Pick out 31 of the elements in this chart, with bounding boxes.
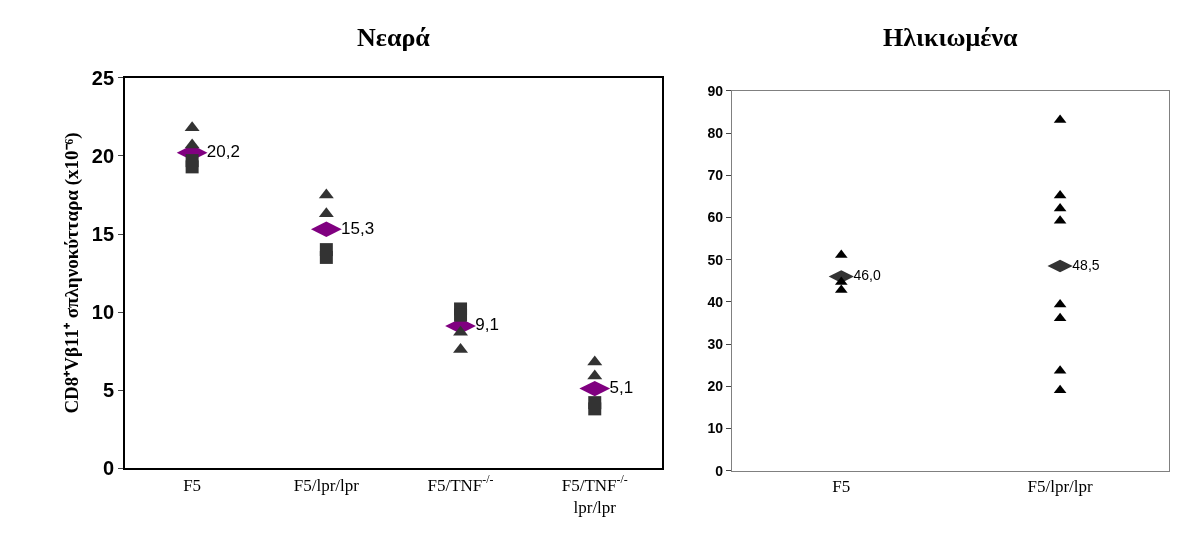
y-tick-label: 5 [102,379,115,402]
x-tick-label: F5/lpr/lpr [1027,477,1094,497]
y-tick-label: 10 [707,420,724,437]
x-tick-label: F5/TNF$^{-/-}$ lpr/lpr [561,472,628,517]
x-tick-label: F5 [183,475,202,495]
y-tick-label: 70 [707,167,724,184]
y-tick-label: 20 [707,378,724,395]
data-label: 15,3 [341,218,375,238]
data-label: 5,1 [609,377,634,397]
y-tick-label: 10 [91,301,115,324]
data-label: 48,5 [1072,256,1100,273]
y-tick-label: 20 [91,144,115,167]
x-tick-label: F5/lpr/lpr [293,475,360,495]
y-tick-label: 60 [707,209,724,226]
y-tick-label: 40 [707,293,724,310]
x-tick-label: F5/TNF$^{-/-}$ [427,472,494,495]
y-tick-label: 25 [91,66,115,89]
chart-title: Νεαρά [357,23,431,52]
y-tick-label: 0 [715,462,724,479]
data-label: 20,2 [206,142,240,162]
y-tick-label: 0 [102,457,115,480]
data-label: 46,0 [853,267,881,284]
data-label: 9,1 [475,315,499,335]
chart-title: Ηλικιωμένα [883,23,1019,52]
y-tick-label: 15 [91,223,115,245]
x-tick-label: F5 [832,477,851,497]
y-tick-label: 90 [707,82,724,99]
y-tick-label: 30 [707,336,724,353]
y-axis-title: CD8⁺Vβ11⁺ σπληνοκύτταρα (x10⁻⁶) [61,132,84,414]
y-tick-label: 50 [707,251,724,268]
y-tick-label: 80 [707,124,724,141]
